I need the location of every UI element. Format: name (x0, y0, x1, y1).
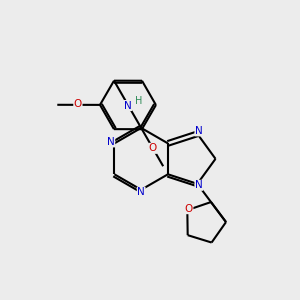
Text: N: N (195, 126, 203, 136)
Text: O: O (149, 143, 157, 153)
Text: N: N (137, 187, 145, 197)
Text: N: N (124, 100, 132, 110)
Text: O: O (185, 204, 193, 214)
Text: H: H (136, 95, 143, 106)
Text: N: N (107, 137, 115, 147)
Text: O: O (74, 99, 82, 109)
Text: N: N (195, 180, 203, 190)
